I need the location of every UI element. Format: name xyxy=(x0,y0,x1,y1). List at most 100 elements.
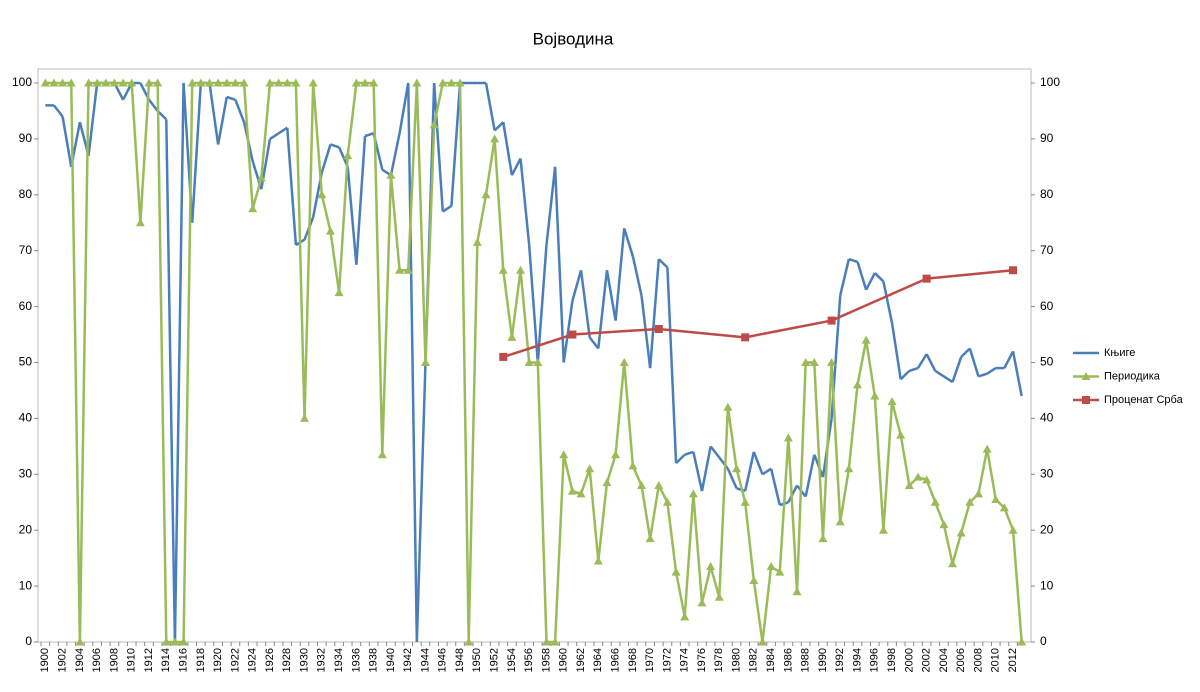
line-segment xyxy=(700,446,712,492)
data-point xyxy=(420,358,430,366)
data-point xyxy=(939,520,949,529)
data-point xyxy=(230,78,240,87)
data-point xyxy=(274,78,284,87)
x-tick-label: 1932 xyxy=(316,648,328,672)
data-point xyxy=(351,78,361,87)
line-segment xyxy=(502,270,514,338)
x-tick-label: 1950 xyxy=(471,648,483,672)
line-segment xyxy=(415,82,427,363)
data-point xyxy=(645,534,655,543)
x-tick-label: 2006 xyxy=(955,648,967,672)
x-tick-label: 1902 xyxy=(57,648,69,672)
line-segment xyxy=(934,369,945,378)
y-tick-label: 90 xyxy=(19,131,33,145)
line-segment xyxy=(398,82,410,134)
line-segment xyxy=(769,468,781,506)
line-segment xyxy=(493,121,505,132)
data-point xyxy=(576,489,586,498)
x-tick-label: 1968 xyxy=(627,648,639,672)
line-segment xyxy=(899,434,911,486)
line-segment xyxy=(510,157,522,176)
line-segment xyxy=(735,468,747,503)
data-point xyxy=(757,637,767,646)
line-segment xyxy=(873,272,885,283)
line-segment xyxy=(622,362,635,467)
line-segment xyxy=(536,245,548,363)
line-segment xyxy=(476,194,488,243)
x-tick-label: 2000 xyxy=(903,648,915,672)
data-point xyxy=(291,78,301,87)
line-segment xyxy=(562,454,574,492)
x-tick-label: 1990 xyxy=(817,648,829,672)
y2-tick-label: 10 xyxy=(1040,578,1054,592)
data-point xyxy=(464,637,474,646)
line-segment xyxy=(640,295,652,369)
data-point xyxy=(282,78,292,87)
x-tick-label: 1972 xyxy=(661,648,673,672)
line-segment xyxy=(320,144,332,173)
line-segment xyxy=(942,524,954,565)
line-segment xyxy=(484,82,496,131)
line-segment xyxy=(260,82,272,179)
data-point xyxy=(973,489,983,498)
line-segment xyxy=(934,501,946,526)
data-point xyxy=(101,78,111,87)
line-segment xyxy=(364,132,375,138)
data-point xyxy=(395,265,405,274)
y2-tick-label: 90 xyxy=(1040,131,1054,145)
line-segment xyxy=(614,228,626,321)
data-point xyxy=(524,358,534,366)
data-point xyxy=(256,173,266,182)
data-point xyxy=(507,332,517,341)
x-tick-label: 1908 xyxy=(108,648,120,672)
data-point xyxy=(878,525,888,534)
line-segment xyxy=(1011,351,1023,397)
line-segment xyxy=(493,138,505,271)
data-point xyxy=(429,120,439,129)
line-segment xyxy=(87,82,99,156)
line-segment xyxy=(943,375,954,384)
data-point xyxy=(896,430,906,439)
line-segment xyxy=(424,124,436,363)
data-point xyxy=(66,78,76,87)
x-tick-label: 1942 xyxy=(402,648,414,672)
line-segment xyxy=(890,401,902,436)
data-point xyxy=(853,380,863,389)
y2-tick-label: 30 xyxy=(1040,466,1054,480)
data-point xyxy=(619,358,629,366)
y2-tick-label: 60 xyxy=(1040,299,1054,313)
data-point xyxy=(749,576,759,585)
x-tick-label: 2002 xyxy=(921,648,933,672)
data-point xyxy=(861,335,871,344)
data-point xyxy=(196,78,206,87)
x-tick-label: 1922 xyxy=(229,648,241,672)
data-point xyxy=(654,324,663,333)
line-segment xyxy=(579,270,591,338)
data-point xyxy=(654,480,664,489)
line-segment xyxy=(821,362,833,539)
data-point xyxy=(1017,637,1027,646)
x-tick-label: 1966 xyxy=(609,648,621,672)
x-tick-label: 1976 xyxy=(696,648,708,672)
data-point xyxy=(930,497,940,506)
line-segment xyxy=(899,369,911,381)
data-point xyxy=(982,444,992,453)
line-segment xyxy=(666,267,678,464)
data-point xyxy=(593,556,603,565)
x-tick-label: 2004 xyxy=(938,648,950,672)
line-segment xyxy=(657,258,669,269)
line-segment xyxy=(130,82,142,223)
y-tick-label: 60 xyxy=(19,299,33,313)
x-tick-label: 1910 xyxy=(126,648,138,672)
line-segment xyxy=(692,493,704,603)
line-segment xyxy=(372,82,384,455)
data-point xyxy=(377,450,387,459)
data-point xyxy=(403,265,413,274)
x-tick-label: 2010 xyxy=(990,648,1002,672)
y2-tick-label: 20 xyxy=(1040,522,1054,536)
line-segment xyxy=(986,367,997,375)
x-tick-label: 1904 xyxy=(74,648,86,672)
data-point xyxy=(109,78,119,87)
line-segment xyxy=(718,456,729,470)
data-point xyxy=(265,78,275,87)
